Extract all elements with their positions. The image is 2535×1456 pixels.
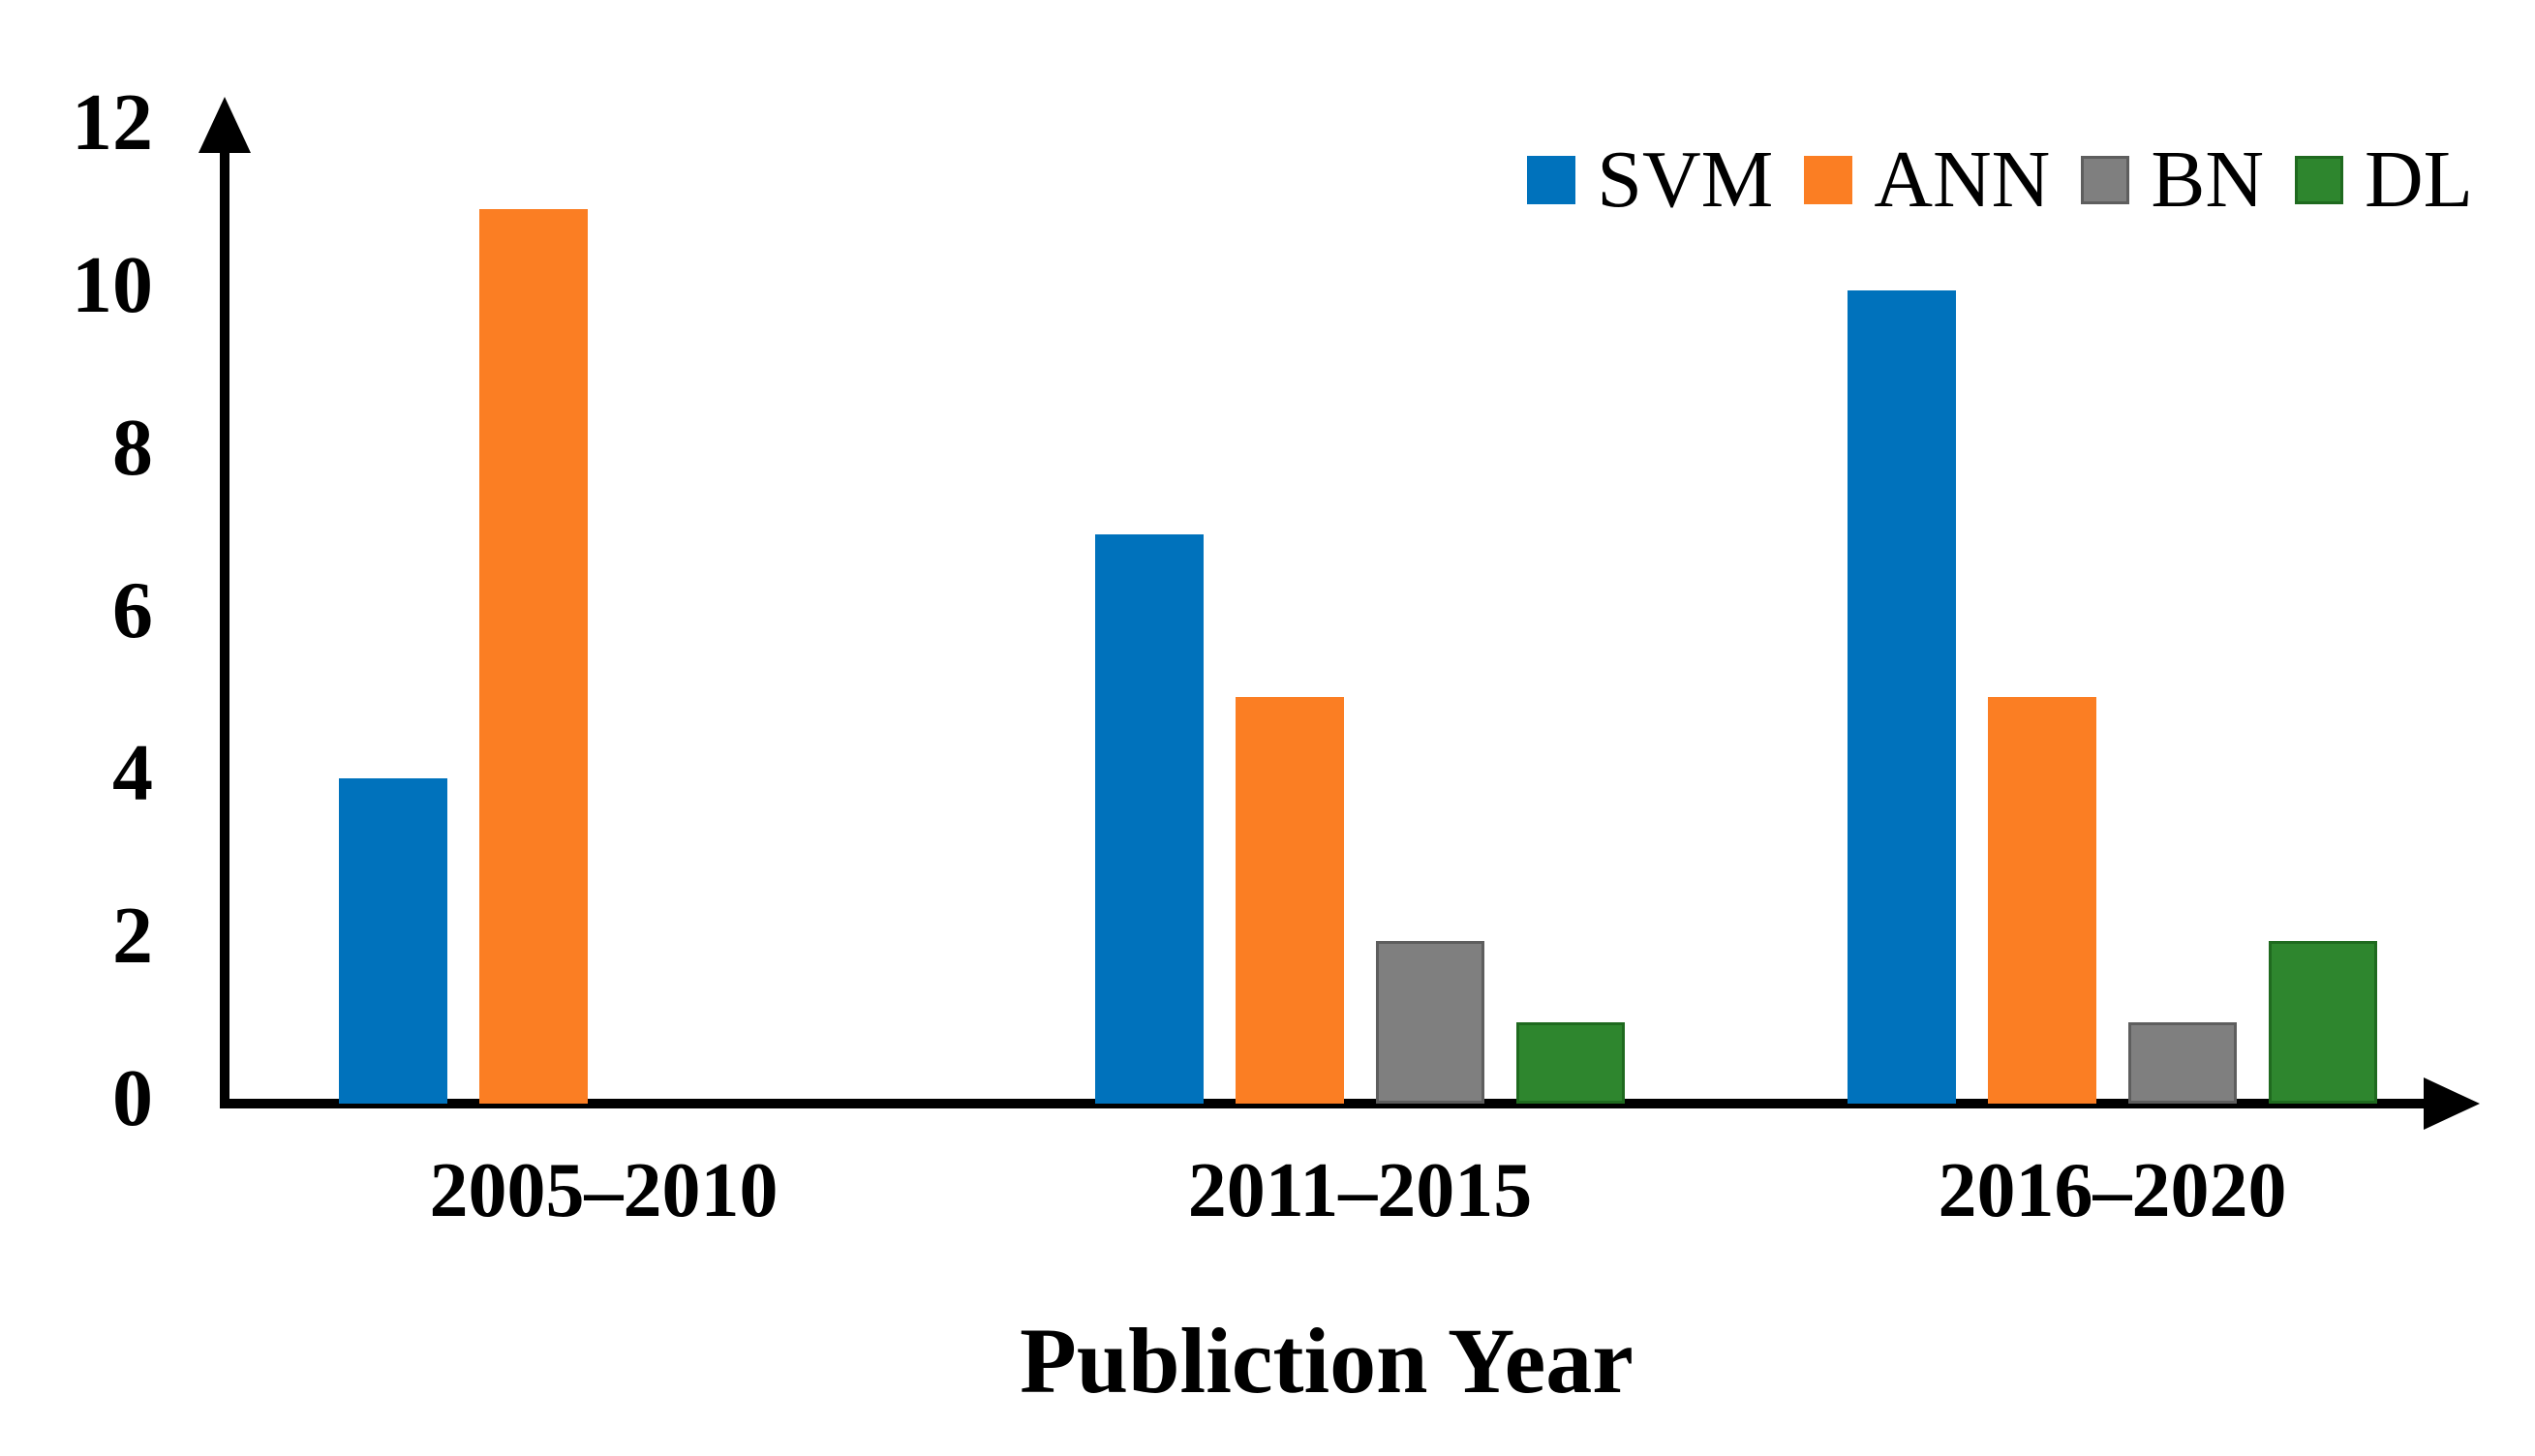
bar-bn-2011-2015 xyxy=(1376,941,1484,1104)
bar-ann-2016-2020 xyxy=(1988,697,2096,1104)
y-axis-line xyxy=(220,145,229,1108)
legend-item-dl: DL xyxy=(2295,139,2473,221)
legend-label-dl: DL xyxy=(2365,135,2473,225)
x-tick-label-2005-2010: 2005–2010 xyxy=(429,1148,779,1233)
y-tick-label-8: 8 xyxy=(112,403,153,493)
legend-item-ann: ANN xyxy=(1804,139,2050,221)
y-tick-label-10: 10 xyxy=(72,240,153,330)
y-tick-label-0: 0 xyxy=(112,1053,153,1143)
legend-swatch-dl xyxy=(2295,156,2344,204)
bar-bn-2016-2020 xyxy=(2128,1022,2237,1104)
x-axis-arrow-icon xyxy=(2424,1077,2480,1130)
legend-item-bn: BN xyxy=(2081,139,2264,221)
legend-label-svm: SVM xyxy=(1597,135,1774,225)
legend-item-svm: SVM xyxy=(1527,139,1773,221)
bar-ann-2005-2010 xyxy=(479,209,588,1104)
legend-swatch-svm xyxy=(1527,156,1576,204)
bar-svm-2011-2015 xyxy=(1095,534,1204,1104)
legend-label-bn: BN xyxy=(2151,135,2265,225)
y-tick-label-2: 2 xyxy=(112,891,153,981)
y-tick-label-12: 12 xyxy=(72,77,153,167)
x-axis-line xyxy=(220,1099,2428,1108)
legend-swatch-bn xyxy=(2081,156,2130,204)
bar-dl-2016-2020 xyxy=(2269,941,2377,1104)
legend-swatch-ann xyxy=(1804,156,1853,204)
bar-ann-2011-2015 xyxy=(1236,697,1344,1104)
x-tick-label-2016-2020: 2016–2020 xyxy=(1938,1148,2287,1233)
y-axis-arrow-icon xyxy=(199,97,251,153)
legend-label-ann: ANN xyxy=(1874,135,2051,225)
y-tick-label-6: 6 xyxy=(112,565,153,655)
legend: SVM ANN BN DL xyxy=(1527,139,2473,221)
bar-svm-2005-2010 xyxy=(339,778,447,1104)
x-axis-title: Publiction Year xyxy=(1020,1309,1634,1412)
bar-svm-2016-2020 xyxy=(1848,290,1956,1104)
bar-dl-2011-2015 xyxy=(1516,1022,1625,1104)
x-tick-label-2011-2015: 2011–2015 xyxy=(1187,1148,1533,1233)
y-tick-label-4: 4 xyxy=(112,728,153,818)
